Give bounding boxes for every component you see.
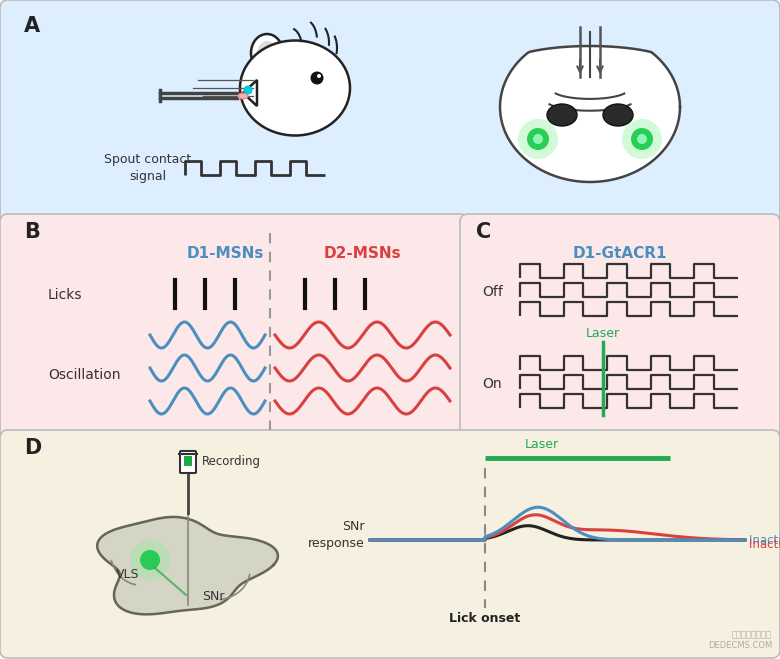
Circle shape [317, 74, 321, 78]
Text: On: On [482, 377, 502, 391]
Circle shape [533, 134, 543, 144]
Ellipse shape [240, 40, 350, 136]
Text: Off: Off [482, 285, 503, 299]
Text: Lick onset: Lick onset [449, 612, 520, 625]
Text: Spout contact
signal: Spout contact signal [105, 153, 192, 183]
Text: Recording: Recording [202, 455, 261, 469]
Text: C: C [476, 222, 491, 242]
Bar [184, 456, 192, 466]
Text: Oscillation: Oscillation [48, 368, 120, 382]
Text: Inactivate D1-MSNs: Inactivate D1-MSNs [749, 534, 780, 546]
FancyBboxPatch shape [460, 214, 780, 440]
Circle shape [518, 119, 558, 159]
Circle shape [140, 550, 160, 570]
Text: VLS: VLS [116, 569, 140, 581]
Ellipse shape [251, 34, 283, 72]
FancyBboxPatch shape [0, 430, 780, 658]
Text: D: D [24, 438, 41, 458]
Text: B: B [24, 222, 40, 242]
FancyBboxPatch shape [0, 214, 468, 440]
Text: SNr
response: SNr response [308, 521, 365, 550]
Text: A: A [24, 16, 40, 36]
Circle shape [130, 540, 170, 580]
Text: SNr: SNr [202, 590, 225, 604]
Ellipse shape [257, 41, 277, 67]
FancyBboxPatch shape [0, 0, 780, 224]
Circle shape [622, 119, 662, 159]
Ellipse shape [603, 104, 633, 126]
Text: D1-MSNs: D1-MSNs [186, 246, 264, 261]
Text: D2-MSNs: D2-MSNs [323, 246, 401, 261]
Ellipse shape [547, 104, 577, 126]
Text: Inactivate D2-MSNs: Inactivate D2-MSNs [749, 538, 780, 552]
Ellipse shape [238, 93, 248, 99]
Circle shape [637, 134, 647, 144]
Text: 织梦内容管理系统
DEDECMS.COM: 织梦内容管理系统 DEDECMS.COM [707, 631, 772, 650]
Text: Licks: Licks [48, 288, 83, 302]
Polygon shape [500, 46, 680, 182]
Circle shape [631, 128, 653, 150]
Text: D1-GtACR1: D1-GtACR1 [573, 246, 667, 261]
Circle shape [310, 71, 324, 84]
Polygon shape [243, 80, 257, 106]
Text: Laser: Laser [586, 327, 620, 340]
Circle shape [243, 86, 253, 94]
Text: Laser: Laser [525, 438, 559, 451]
Circle shape [527, 128, 549, 150]
Polygon shape [98, 517, 278, 614]
FancyBboxPatch shape [180, 451, 196, 473]
